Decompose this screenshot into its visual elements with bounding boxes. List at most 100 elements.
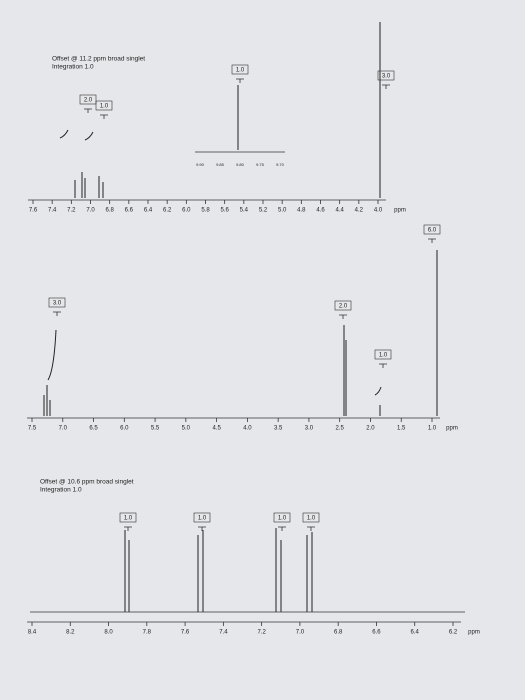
tick-label: 6.2 [449, 630, 458, 636]
integral-mark [100, 114, 108, 119]
tick-label: 7.8 [143, 630, 152, 636]
inset-tick-label: 9.70 [276, 162, 285, 167]
integral-label: 2.0 [84, 98, 93, 104]
integral-mark [198, 526, 206, 531]
integral-mark [382, 84, 390, 89]
integral-box [95, 100, 113, 111]
peaks [43, 250, 438, 416]
integral-label: 6.0 [428, 228, 437, 234]
integral-box [273, 512, 291, 523]
integral-box [193, 512, 211, 523]
integral-mark [124, 526, 132, 531]
tick-label: 5.6 [220, 208, 229, 214]
tick-label: 8.2 [66, 630, 75, 636]
integral-label: 3.0 [53, 301, 62, 307]
peaks [74, 22, 381, 198]
tick-label: 6.6 [372, 630, 381, 636]
unit-label: ppm [468, 630, 480, 636]
tick-label: 7.6 [29, 208, 38, 214]
tick-label: 6.0 [182, 208, 191, 214]
tick-label: 1.5 [397, 426, 406, 432]
integral-mark [379, 363, 387, 368]
tick-label: 5.0 [278, 208, 287, 214]
integral-mark [53, 311, 61, 316]
tick-label: 7.0 [59, 426, 68, 432]
inset-tick-label: 9.80 [236, 162, 245, 167]
tick-label: 4.0 [243, 426, 252, 432]
integral-box [119, 512, 137, 523]
tick-label: 7.5 [28, 426, 37, 432]
integral-box [302, 512, 320, 523]
tick-label: 4.2 [355, 208, 364, 214]
integral-box [48, 297, 66, 308]
integral-box [231, 64, 249, 75]
integral-box [377, 70, 395, 81]
integral-mark [307, 526, 315, 531]
integral-box [334, 300, 352, 311]
integral-label: 3.0 [382, 74, 391, 80]
tick-label: 6.0 [120, 426, 129, 432]
tick-label: 6.5 [89, 426, 98, 432]
tick-label: 7.2 [257, 630, 266, 636]
tick-label: 6.8 [334, 630, 343, 636]
tick-label: 4.0 [374, 208, 383, 214]
tick-label: 6.2 [163, 208, 172, 214]
integral-label: 1.0 [307, 516, 316, 522]
integral-curve [59, 129, 94, 141]
tick-label: 3.5 [274, 426, 283, 432]
tick-label: 5.4 [240, 208, 249, 214]
integral-mark [428, 238, 436, 243]
inset-tick-label: 9.75 [256, 162, 265, 167]
unit-label: ppm [446, 426, 458, 432]
integral-label: 1.0 [198, 516, 207, 522]
offset-note: Offset @ 11.2 ppm broad singlet [52, 56, 145, 63]
tick-label: 5.0 [182, 426, 191, 432]
integral-mark [339, 314, 347, 319]
tick-label: 4.6 [316, 208, 325, 214]
unit-label: ppm [394, 208, 406, 214]
integral-label: 1.0 [124, 516, 133, 522]
tick-label: 3.0 [305, 426, 314, 432]
tick-label: 4.5 [212, 426, 221, 432]
tick-label: 4.4 [335, 208, 344, 214]
tick-label: 8.0 [104, 630, 113, 636]
integral-mark [84, 108, 92, 113]
inset-tick-label: 9.90 [196, 162, 205, 167]
integral-box [79, 94, 97, 105]
tick-label: 2.5 [336, 426, 345, 432]
tick-label: 7.4 [48, 208, 57, 214]
integral-box [374, 349, 392, 360]
integral-mark [236, 78, 244, 83]
inset-tick-label: 9.85 [216, 162, 225, 167]
peaks [124, 528, 313, 612]
tick-label: 1.0 [428, 426, 437, 432]
tick-label: 5.8 [201, 208, 210, 214]
offset-note: Offset @ 10.6 ppm broad singlet [40, 479, 134, 486]
integral-label: 2.0 [339, 304, 348, 310]
integral-label: 1.0 [379, 353, 388, 359]
integral-label: 1.0 [100, 104, 109, 110]
tick-label: 5.5 [151, 426, 160, 432]
tick-label: 5.2 [259, 208, 268, 214]
tick-label: 7.4 [219, 630, 228, 636]
integral-curve [47, 329, 382, 396]
integration-note: Integration 1.0 [52, 64, 94, 71]
integral-mark [278, 526, 286, 531]
tick-label: 7.2 [67, 208, 76, 214]
tick-label: 2.0 [366, 426, 375, 432]
tick-label: 6.6 [125, 208, 134, 214]
tick-label: 7.6 [181, 630, 190, 636]
tick-label: 6.8 [105, 208, 114, 214]
tick-label: 6.4 [411, 630, 420, 636]
tick-label: 6.4 [144, 208, 153, 214]
tick-label: 4.8 [297, 208, 306, 214]
integration-note: Integration 1.0 [40, 487, 82, 494]
tick-label: 7.0 [296, 630, 305, 636]
tick-label: 8.4 [28, 630, 37, 636]
tick-label: 7.0 [86, 208, 95, 214]
integral-box [423, 224, 441, 235]
integral-label: 1.0 [236, 68, 245, 74]
